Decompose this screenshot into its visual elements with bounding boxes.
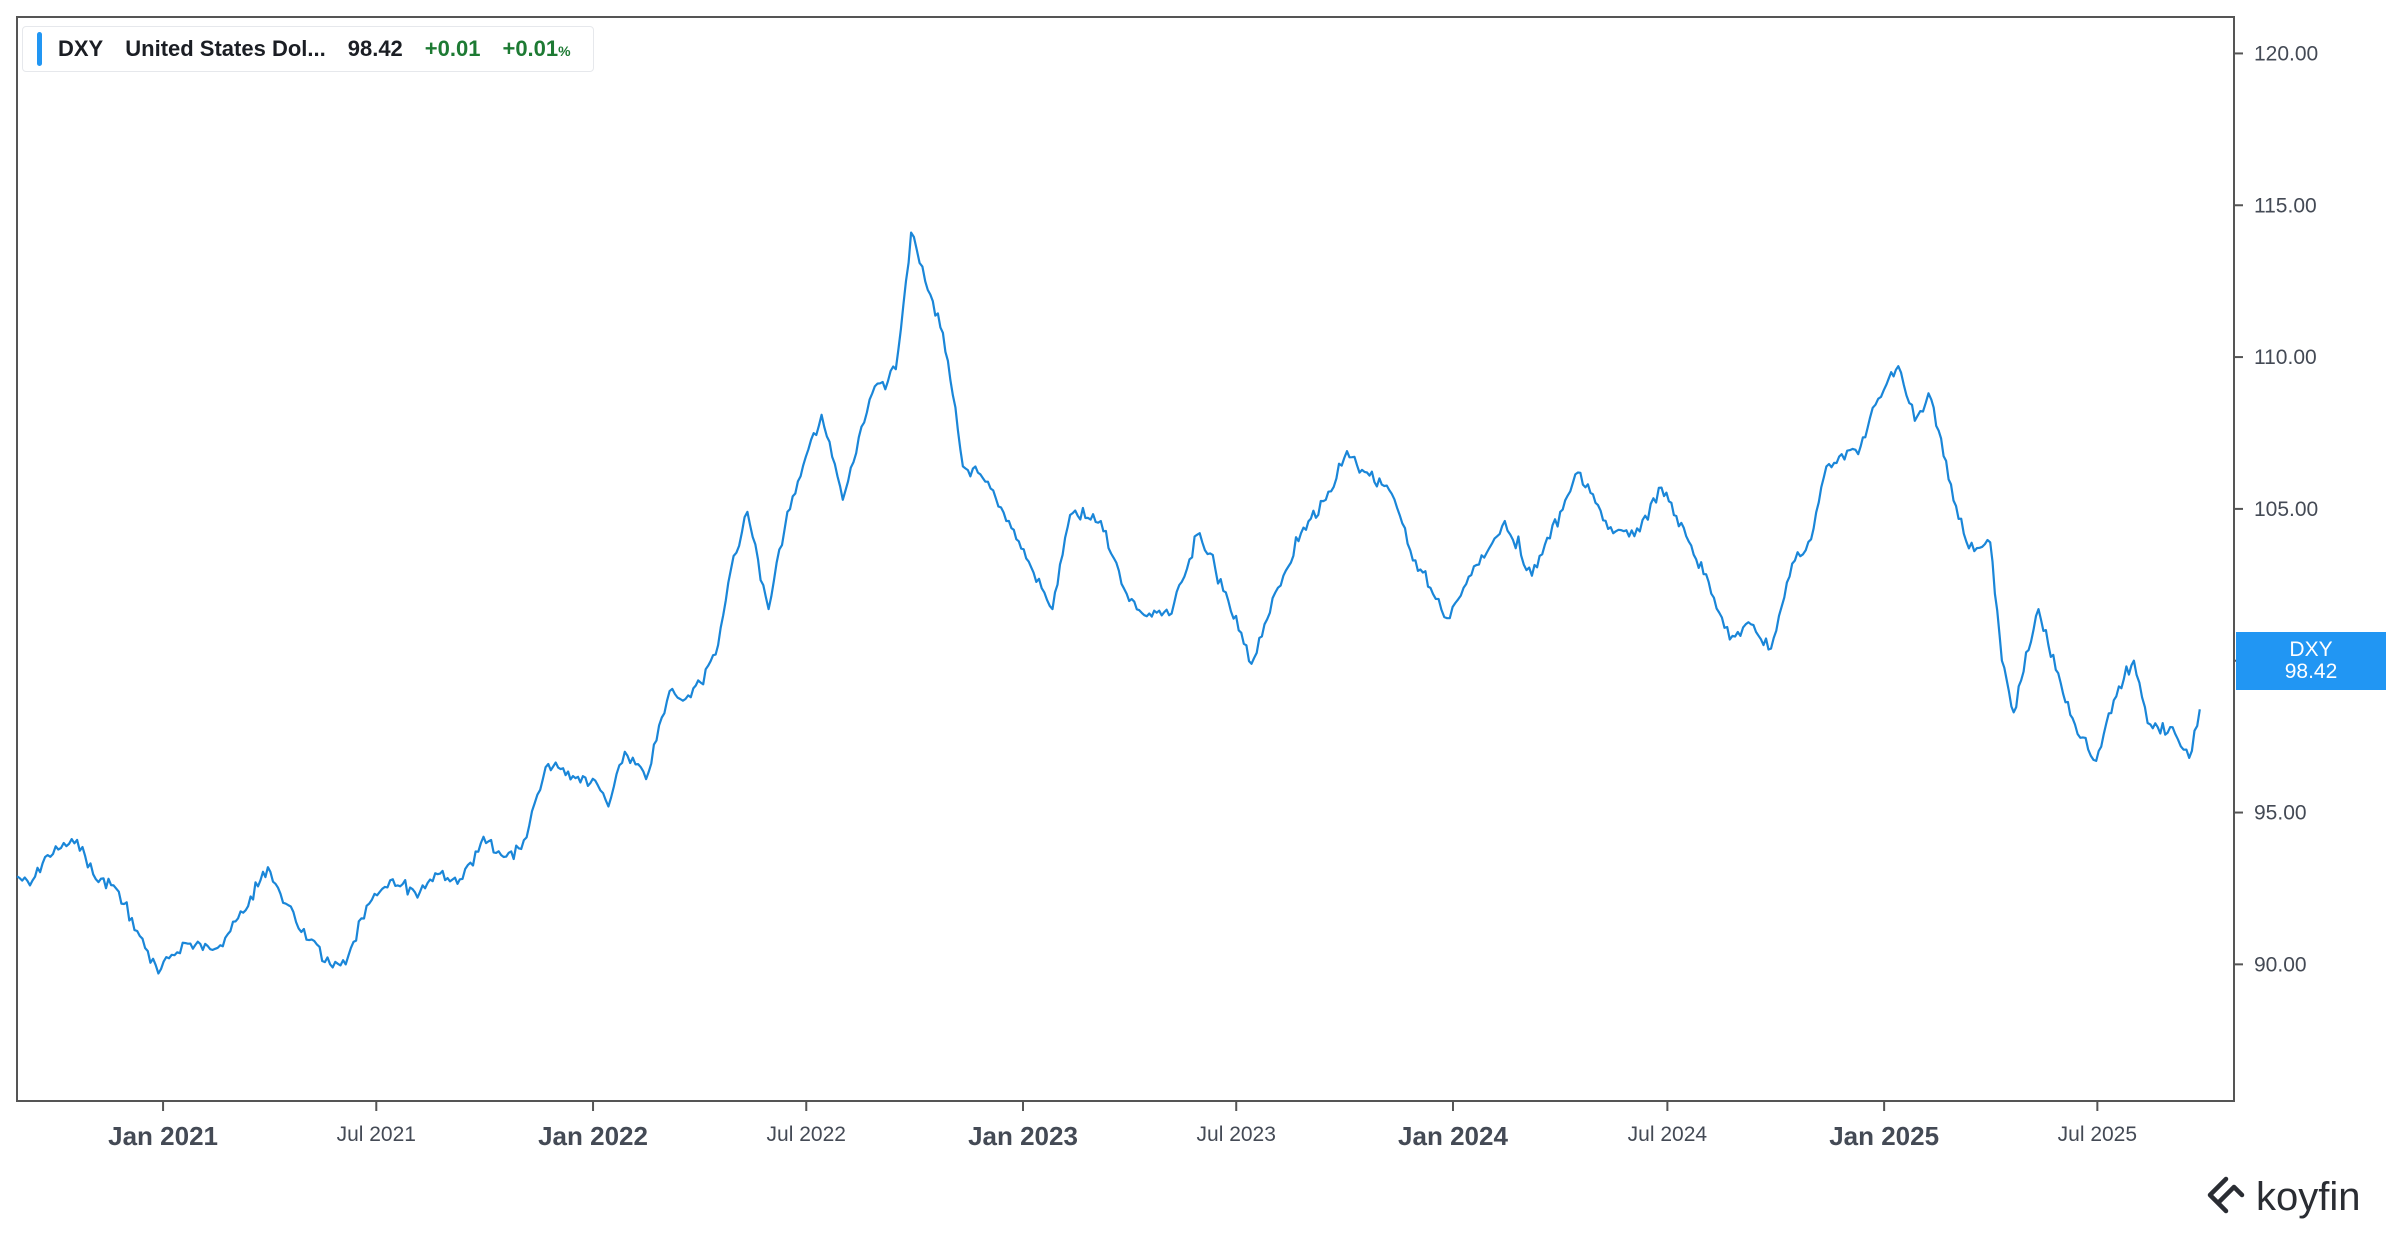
x-tick-label-minor: Jul 2021	[337, 1123, 416, 1146]
plot-frame	[16, 16, 2235, 1102]
x-tick-label-minor: Jul 2022	[767, 1123, 846, 1146]
x-tick-label-major: Jan 2024	[1398, 1121, 1508, 1151]
x-tick-label-major: Jan 2025	[1829, 1121, 1939, 1151]
legend-symbol: DXY	[58, 36, 104, 61]
brand-name: koyfin	[2256, 1174, 2361, 1219]
series-legend[interactable]: DXY United States Dol... 98.42 +0.01 +0.…	[22, 26, 594, 72]
y-tick-label: 115.00	[2254, 194, 2317, 217]
price-tag-value: 98.42	[2284, 660, 2338, 683]
x-tick-label-major: Jan 2022	[538, 1121, 648, 1151]
x-tick-label-major: Jan 2021	[108, 1121, 218, 1151]
x-tick-label-minor: Jul 2025	[2058, 1123, 2137, 1146]
price-tag-symbol: DXY	[2289, 638, 2333, 661]
last-price-tag: DXY 98.42	[2236, 632, 2386, 690]
koyfin-logo-icon	[2207, 1176, 2245, 1214]
x-tick-label-minor: Jul 2023	[1197, 1123, 1276, 1146]
x-tick-label-minor: Jul 2024	[1628, 1123, 1708, 1146]
x-tick-label-major: Jan 2023	[968, 1121, 1078, 1151]
legend-color-bar	[37, 32, 42, 66]
x-axis: Jan 2021 Jul 2021 Jan 2022 Jul 2022 Jan 2023…	[108, 1101, 2137, 1151]
legend-name: United States Dol...	[125, 36, 326, 61]
brand-logo: koyfin	[2204, 1172, 2361, 1222]
y-tick-label: 105.00	[2254, 498, 2318, 521]
legend-change-pct: +0.01%	[502, 36, 571, 61]
y-tick-label: 120.00	[2254, 42, 2318, 65]
legend-last-value: 98.42	[347, 36, 403, 61]
series-line-dxy[interactable]	[16, 231, 2201, 975]
legend-change: +0.01	[424, 36, 481, 61]
y-tick-label: 90.00	[2254, 953, 2307, 976]
y-tick-label: 95.00	[2254, 802, 2307, 825]
y-tick-label: 110.00	[2254, 346, 2317, 369]
